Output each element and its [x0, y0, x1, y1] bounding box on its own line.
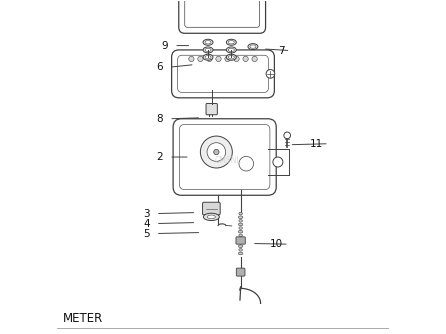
FancyBboxPatch shape	[236, 237, 245, 244]
FancyBboxPatch shape	[202, 202, 220, 215]
Circle shape	[266, 69, 275, 78]
Circle shape	[207, 143, 226, 161]
Ellipse shape	[238, 237, 243, 240]
FancyBboxPatch shape	[178, 55, 268, 93]
Text: METER: METER	[63, 312, 103, 325]
Ellipse shape	[228, 55, 234, 59]
Ellipse shape	[238, 216, 243, 218]
Ellipse shape	[238, 230, 243, 233]
FancyBboxPatch shape	[173, 119, 276, 195]
Text: 4: 4	[143, 218, 150, 228]
Ellipse shape	[226, 47, 236, 53]
FancyBboxPatch shape	[172, 50, 274, 98]
Ellipse shape	[228, 41, 234, 44]
Ellipse shape	[250, 45, 256, 48]
Circle shape	[252, 56, 257, 61]
Ellipse shape	[248, 44, 258, 49]
Ellipse shape	[205, 48, 211, 51]
Text: 11: 11	[310, 139, 323, 149]
Ellipse shape	[238, 252, 243, 255]
Text: CMSNL: CMSNL	[215, 156, 241, 165]
Ellipse shape	[238, 223, 243, 226]
Ellipse shape	[226, 39, 236, 45]
Circle shape	[243, 56, 248, 61]
FancyBboxPatch shape	[185, 0, 260, 27]
FancyBboxPatch shape	[179, 125, 270, 190]
Circle shape	[239, 156, 254, 171]
Text: 3: 3	[143, 208, 150, 218]
Ellipse shape	[238, 245, 243, 247]
Circle shape	[273, 157, 283, 167]
Ellipse shape	[205, 55, 211, 59]
Circle shape	[225, 56, 230, 61]
Text: 7: 7	[278, 45, 285, 55]
Circle shape	[284, 132, 290, 139]
Ellipse shape	[239, 219, 242, 222]
Circle shape	[207, 56, 212, 61]
Ellipse shape	[205, 41, 211, 44]
Ellipse shape	[203, 213, 219, 220]
Ellipse shape	[239, 241, 242, 244]
Ellipse shape	[239, 227, 242, 229]
Circle shape	[198, 56, 203, 61]
FancyBboxPatch shape	[179, 0, 265, 33]
Text: 2: 2	[157, 152, 163, 162]
Ellipse shape	[239, 248, 242, 251]
Ellipse shape	[207, 215, 215, 219]
Circle shape	[214, 149, 219, 155]
Ellipse shape	[203, 54, 213, 60]
FancyBboxPatch shape	[206, 104, 217, 115]
Circle shape	[200, 136, 232, 168]
Ellipse shape	[203, 39, 213, 45]
Text: 8: 8	[157, 114, 163, 124]
Ellipse shape	[228, 48, 234, 51]
Ellipse shape	[239, 234, 242, 237]
Text: 9: 9	[161, 41, 168, 50]
Text: 10: 10	[270, 239, 283, 249]
Ellipse shape	[226, 54, 236, 60]
Circle shape	[216, 56, 221, 61]
Circle shape	[189, 56, 194, 61]
FancyBboxPatch shape	[236, 268, 245, 276]
Circle shape	[234, 56, 239, 61]
Text: 6: 6	[157, 62, 163, 72]
Ellipse shape	[239, 212, 242, 215]
Ellipse shape	[203, 47, 213, 53]
Text: 5: 5	[143, 228, 150, 238]
